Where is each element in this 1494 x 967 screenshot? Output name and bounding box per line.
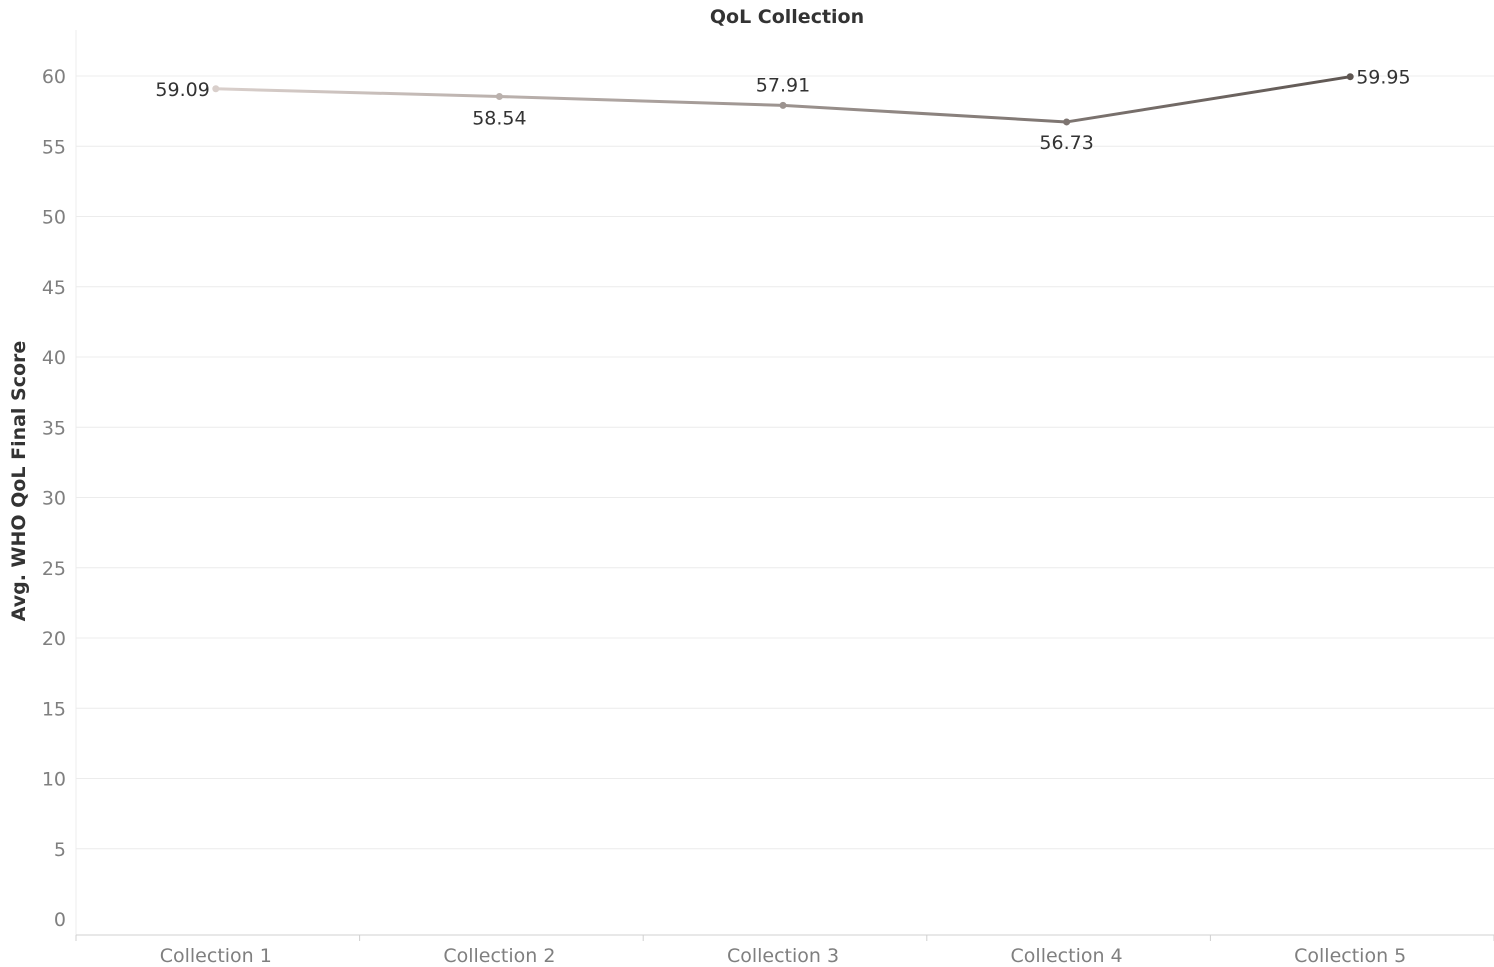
- x-axis-ticks: Collection 1 Collection 2 Collection 3 Coll…: [160, 945, 1407, 967]
- y-tick-label: 55: [42, 136, 66, 158]
- y-tick-label: 40: [42, 347, 66, 369]
- data-label: 57.91: [756, 74, 810, 96]
- y-tick-label: 5: [54, 839, 66, 861]
- y-tick-label: 45: [42, 277, 66, 299]
- y-axis-ticks: 0 5 10 15 20 25 30 35 40 45 50 55 60: [42, 66, 66, 931]
- data-label: 59.95: [1356, 67, 1410, 89]
- data-labels: 59.09 58.54 57.91 56.73 59.95: [155, 67, 1410, 154]
- data-label: 56.73: [1039, 132, 1093, 154]
- y-tick-label: 35: [42, 417, 66, 439]
- x-tick-label: Collection 2: [443, 945, 555, 967]
- y-tick-label: 15: [42, 698, 66, 720]
- axes: [75, 30, 1494, 941]
- x-tick-label: Collection 5: [1294, 945, 1406, 967]
- y-tick-label: 10: [42, 769, 66, 791]
- data-point: [212, 85, 220, 93]
- data-point: [779, 101, 787, 109]
- y-axis-title: Avg. WHO QoL Final Score: [8, 341, 30, 622]
- data-point: [1346, 73, 1354, 81]
- data-point: [495, 93, 503, 101]
- x-tick-label: Collection 1: [160, 945, 272, 967]
- data-label: 58.54: [472, 108, 526, 130]
- y-tick-label: 30: [42, 488, 66, 510]
- y-tick-label: 50: [42, 207, 66, 229]
- series-points: [212, 73, 1354, 126]
- data-point: [1063, 118, 1071, 126]
- x-tick-label: Collection 4: [1011, 945, 1123, 967]
- y-tick-label: 20: [42, 628, 66, 650]
- y-tick-label: 0: [54, 909, 66, 931]
- chart-title: QoL Collection: [709, 6, 865, 28]
- data-label: 59.09: [155, 79, 209, 101]
- x-tick-label: Collection 3: [727, 945, 839, 967]
- y-tick-label: 25: [42, 558, 66, 580]
- gridlines: [76, 75, 1494, 850]
- y-tick-label: 60: [42, 66, 66, 88]
